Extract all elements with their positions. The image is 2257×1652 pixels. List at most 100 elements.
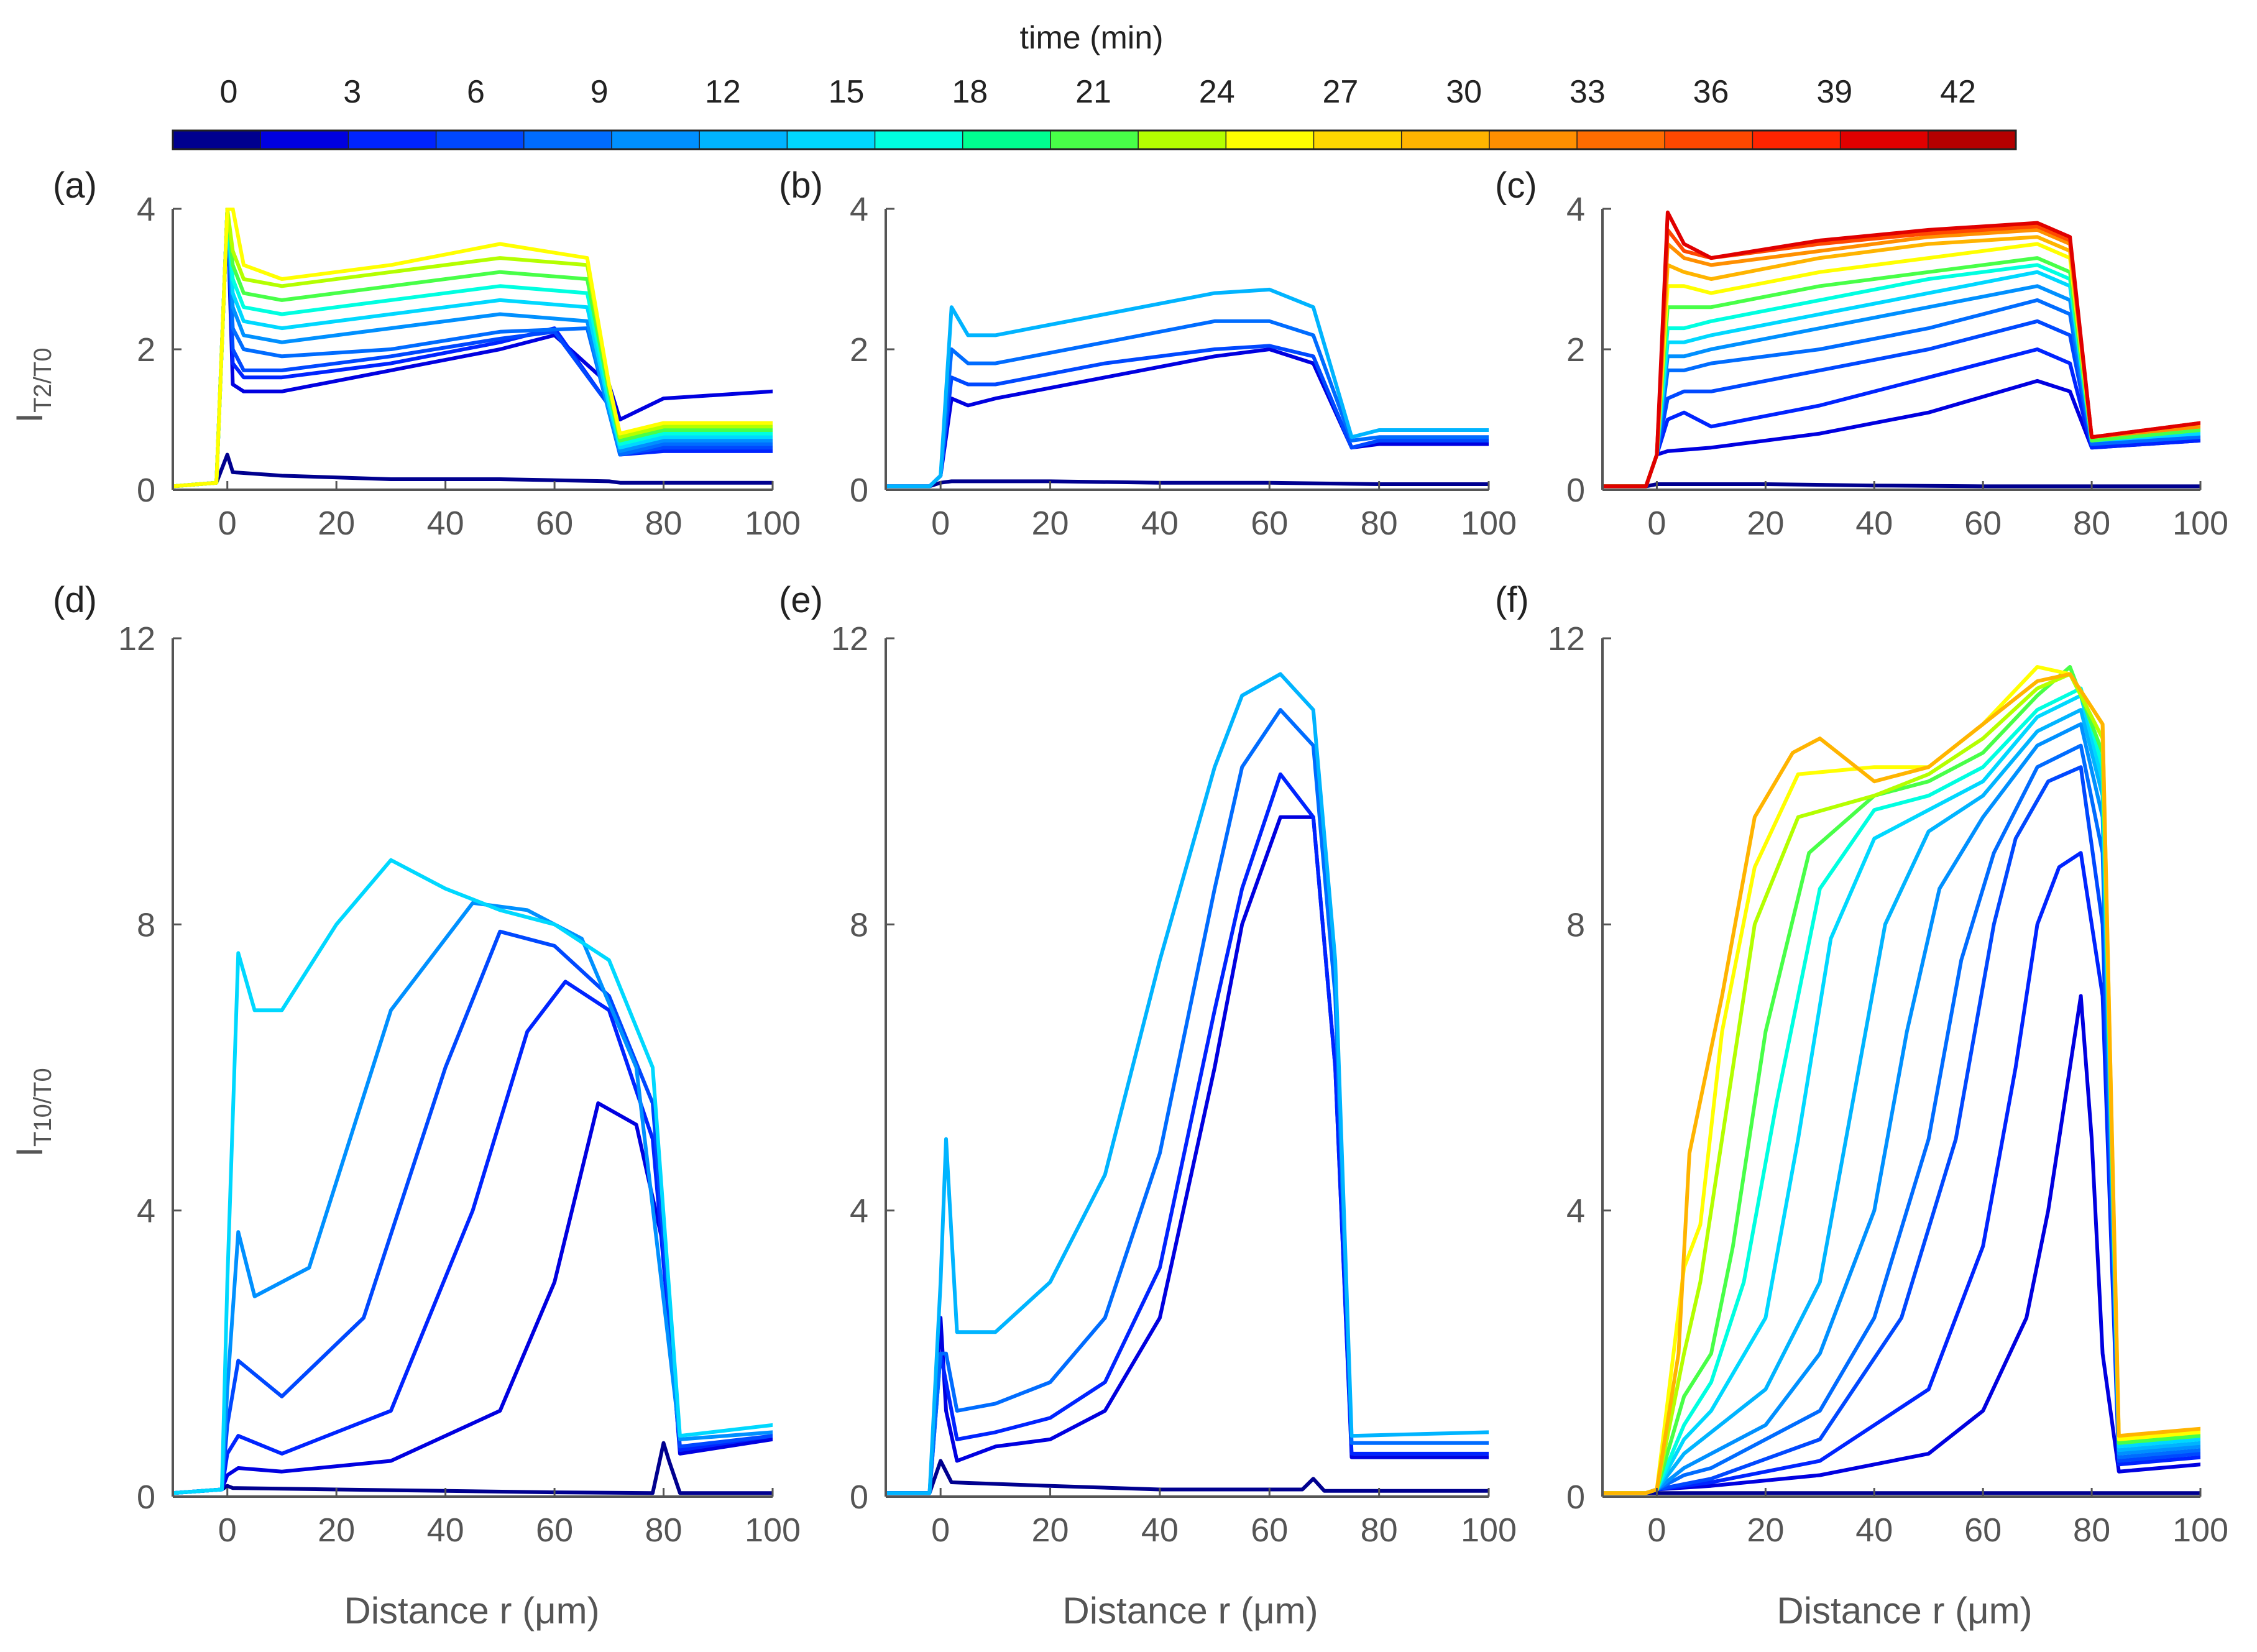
panel-label: (a)	[53, 165, 97, 206]
y-tick-label: 8	[850, 906, 868, 943]
series-line	[1602, 722, 2200, 1495]
colorbar-segment	[1313, 130, 1403, 150]
colorbar-segment	[1839, 130, 1929, 150]
series-line	[173, 1441, 773, 1495]
y-tick-label: 4	[850, 1193, 868, 1230]
colorbar-tick-label: 39	[1816, 74, 1852, 110]
x-tick-label: 40	[1141, 1512, 1179, 1549]
series-line	[1602, 256, 2200, 489]
x-tick-label: 0	[931, 1512, 950, 1549]
panel-f: (f) 0 20 40 60 80 100 0 4 8 12	[1495, 580, 2228, 1549]
colorbar-tick-label: 33	[1570, 74, 1606, 110]
series-line	[886, 479, 1489, 489]
y-tick-label: 12	[831, 620, 868, 658]
x-tick-label: 80	[645, 505, 683, 542]
y-tick-label: 0	[137, 472, 155, 509]
colorbar-tick-label: 9	[591, 74, 609, 110]
series-line	[1602, 482, 2200, 489]
colorbar-segment	[1225, 130, 1315, 150]
y-tick-label: 8	[137, 906, 155, 943]
colorbar-tick-label: 36	[1693, 74, 1729, 110]
x-tick-label: 100	[2172, 1512, 2228, 1549]
colorbar-segment	[1050, 130, 1139, 150]
x-tick-label: 40	[427, 505, 464, 542]
colorbar-tick-label: 24	[1199, 74, 1235, 110]
colorbar-segment	[172, 130, 262, 150]
x-tick-label: 20	[1032, 1512, 1069, 1549]
series-line	[886, 672, 1489, 1495]
x-tick-label: 0	[931, 505, 950, 542]
colorbar-tick-label: 30	[1446, 74, 1482, 110]
series-line	[1602, 672, 2200, 1495]
colorbar-tick-label: 42	[1940, 74, 1976, 110]
colorbar-frame	[172, 129, 2017, 150]
colorbar-segment	[1752, 130, 1841, 150]
x-tick-label: 0	[218, 1512, 237, 1549]
y-tick-label: 0	[137, 1479, 155, 1516]
panel-a: (a) 0 20 40 60 80 100 0 2 4	[53, 165, 801, 542]
series-line	[886, 1459, 1489, 1495]
panel-d: (d) 0 20 40 60 80 100 0 4 8 12	[53, 580, 801, 1549]
y-tick-label: 12	[1548, 620, 1585, 658]
series-line	[173, 452, 773, 489]
x-tick-label: 0	[218, 505, 237, 542]
series-line	[1602, 743, 2200, 1495]
panel-label: (b)	[779, 165, 823, 206]
x-tick-label: 100	[2172, 505, 2228, 542]
panel-label: (d)	[53, 580, 97, 620]
series-line	[173, 929, 773, 1495]
xlabel-e: Distance r (μm)	[1062, 1590, 1318, 1631]
bottom-ylabel: IT10/T0	[9, 1068, 57, 1157]
x-tick-label: 40	[1141, 505, 1179, 542]
colorbar-segment	[962, 130, 1052, 150]
y-tick-label: 4	[137, 191, 155, 228]
series-line	[886, 815, 1489, 1495]
x-tick-label: 40	[1855, 1512, 1893, 1549]
colorbar-segment	[523, 130, 613, 150]
series-line	[173, 858, 773, 1495]
panel-e: (e) 0 20 40 60 80 100 0 4 8 12	[779, 580, 1517, 1549]
top-ylabel: IT2/T0	[9, 347, 57, 423]
x-tick-label: 20	[1032, 505, 1069, 542]
colorbar-tick-label: 3	[343, 74, 361, 110]
colorbar-tick-label: 18	[952, 74, 988, 110]
x-tick-label: 20	[318, 1512, 355, 1549]
colorbar-segment	[699, 130, 788, 150]
series-line	[1602, 270, 2200, 489]
series-line	[886, 772, 1489, 1495]
x-tick-label: 60	[1964, 1512, 2002, 1549]
colorbar-segment	[1400, 130, 1491, 150]
y-tick-label: 2	[1566, 331, 1585, 369]
panel-label: (f)	[1495, 580, 1529, 620]
x-tick-label: 40	[427, 1512, 464, 1549]
x-tick-label: 80	[1361, 1512, 1398, 1549]
series-line	[886, 287, 1489, 489]
series-line	[1602, 708, 2200, 1495]
x-tick-label: 60	[536, 505, 573, 542]
y-tick-label: 8	[1566, 906, 1585, 943]
series-line	[173, 208, 773, 489]
series-line	[1602, 672, 2200, 1495]
xlabel-f: Distance r (μm)	[1777, 1590, 2032, 1631]
series-line	[1602, 765, 2200, 1495]
colorbar-segment	[260, 130, 349, 150]
x-tick-label: 60	[1964, 505, 2002, 542]
x-tick-label: 80	[1361, 505, 1398, 542]
colorbar-tick-label: 21	[1075, 74, 1111, 110]
panel-label: (c)	[1495, 165, 1537, 206]
colorbar-segment	[347, 130, 437, 150]
y-tick-label: 4	[850, 191, 868, 228]
series-line	[173, 901, 773, 1495]
panel-label: (e)	[779, 580, 823, 620]
x-tick-label: 40	[1855, 505, 1893, 542]
series-line	[886, 347, 1489, 489]
series-line	[1602, 319, 2200, 489]
colorbar-title: time (min)	[1019, 20, 1163, 56]
colorbar-segment	[1138, 130, 1227, 150]
x-tick-label: 60	[1251, 1512, 1288, 1549]
colorbar-segment	[1664, 130, 1754, 150]
y-tick-label: 0	[850, 1479, 868, 1516]
panel-b: (b) 0 20 40 60 80 100 0 2 4	[779, 165, 1517, 542]
colorbar-segment	[1489, 130, 1578, 150]
